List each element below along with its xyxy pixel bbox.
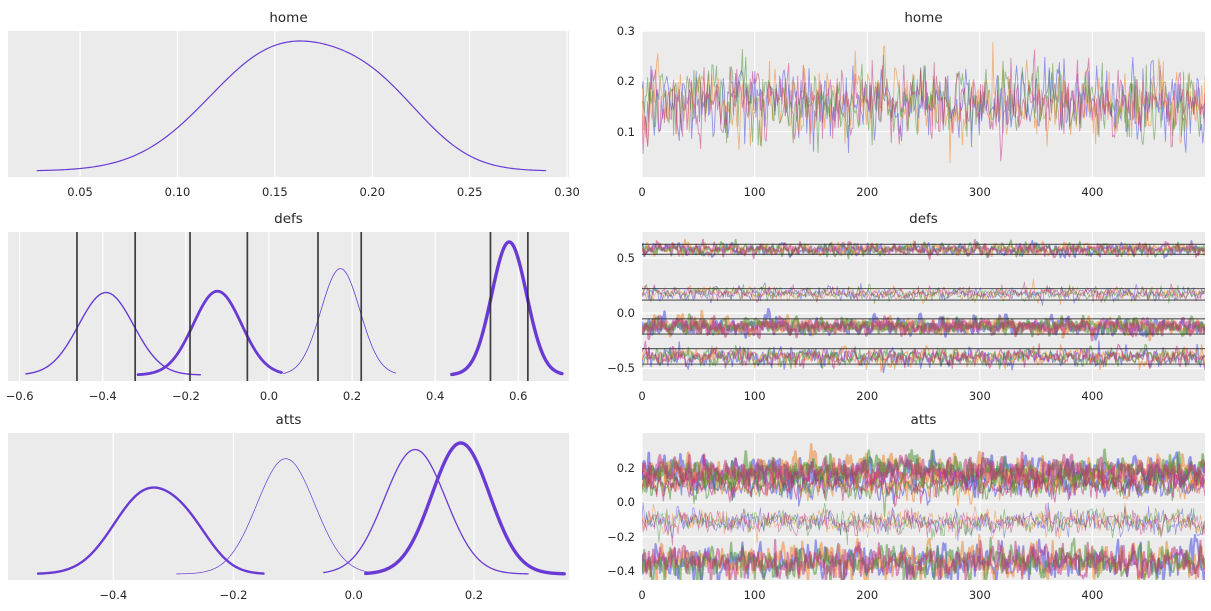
defs-trace-canvas [642, 232, 1205, 381]
panel-atts-trace: atts 0 100 200 300 400 0.2 0.0 −0.2 −0.4 [607, 413, 1205, 602]
y-tick-label: 0.2 [616, 74, 635, 89]
x-tick-label: 200 [856, 185, 879, 199]
x-tick-label: 0.2 [464, 588, 484, 602]
y-tick-label: 0.0 [616, 495, 635, 510]
x-tick-label: −0.2 [171, 389, 200, 403]
atts-trace-canvas [642, 433, 1205, 580]
x-tick-label: 0.10 [164, 185, 191, 199]
defs-kde-canvas [8, 232, 569, 381]
y-tick-label: −0.5 [607, 361, 635, 376]
x-tick-label: 0 [638, 389, 646, 403]
x-tick-label: 0.6 [509, 389, 528, 403]
x-tick-label: 0.15 [262, 185, 288, 199]
x-tick-label: −0.4 [88, 389, 117, 403]
home-trace-canvas [642, 31, 1205, 177]
y-tick-label: 0.5 [616, 250, 635, 265]
y-tick-label: 0.0 [616, 306, 635, 321]
x-tick-label: −0.4 [99, 588, 128, 602]
panel-title-atts-trace: atts [910, 412, 937, 428]
x-tick-label: 0.25 [456, 185, 483, 199]
x-tick-label: −0.2 [219, 588, 248, 602]
x-tick-label: −0.6 [5, 389, 34, 403]
y-tick-label: 0.3 [616, 24, 635, 38]
y-tick-label: −0.2 [607, 529, 635, 544]
x-tick-label: 0.0 [344, 588, 363, 602]
x-tick-label: 300 [968, 389, 991, 403]
y-tick-label: −0.4 [607, 564, 635, 579]
x-tick-label: 100 [743, 389, 766, 403]
x-tick-label: 0 [638, 185, 646, 199]
x-tick-label: 0 [638, 588, 646, 602]
x-tick-label: 200 [856, 588, 879, 602]
panel-title-defs-trace: defs [909, 211, 938, 227]
home-kde-canvas [8, 31, 569, 177]
panel-title-atts-kde: atts [275, 412, 302, 428]
x-tick-label: 0.20 [359, 185, 386, 199]
panel-title-home-kde: home [269, 10, 308, 26]
atts-kde-canvas [8, 433, 569, 580]
panel-home-trace: home 0 100 200 300 400 0.3 0.2 0.1 [617, 11, 1205, 199]
y-tick-label: 0.2 [616, 460, 635, 475]
x-tick-label: 0.0 [259, 389, 279, 403]
x-tick-label: 300 [968, 588, 991, 602]
x-tick-label: 400 [1081, 185, 1104, 199]
panel-defs-kde: defs −0.6 −0.4 −0.2 0.0 0.2 0.4 0.6 [6, 212, 569, 403]
panel-home-kde: home 0.05 0.10 0.15 0.20 0.25 0.30 [8, 11, 580, 199]
x-tick-label: 400 [1081, 389, 1104, 403]
panel-title-defs-kde: defs [274, 211, 303, 227]
x-tick-label: 300 [968, 185, 991, 199]
x-tick-label: 0.4 [426, 389, 445, 403]
x-tick-label: 200 [856, 389, 879, 403]
x-tick-label: 0.2 [342, 389, 362, 403]
y-tick-label: 0.1 [616, 124, 635, 139]
x-tick-label: 100 [743, 588, 766, 602]
panel-atts-kde: atts −0.4 −0.2 0.0 0.2 [8, 413, 569, 602]
panel-title-home-trace: home [904, 10, 943, 26]
x-tick-label: 0.30 [554, 185, 580, 199]
panel-defs-trace: defs 0 100 200 300 400 0.5 0.0 −0.5 [607, 212, 1205, 403]
x-tick-label: 0.05 [67, 185, 93, 199]
x-tick-label: 100 [743, 185, 766, 199]
x-tick-label: 400 [1081, 588, 1104, 602]
